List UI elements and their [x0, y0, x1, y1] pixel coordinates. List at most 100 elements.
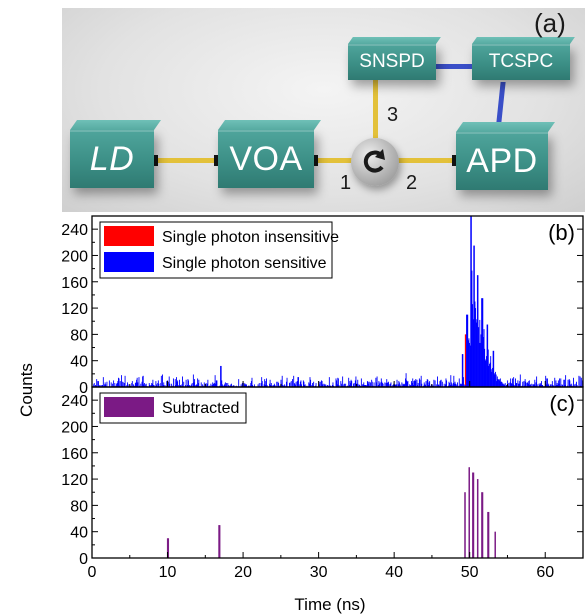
histogram-bar — [538, 383, 540, 387]
histogram-bar — [362, 384, 364, 387]
histogram-bar — [488, 365, 490, 387]
histogram-bar — [424, 384, 426, 387]
histogram-bar — [428, 385, 429, 387]
histogram-bar — [473, 245, 475, 387]
histogram-bar — [405, 378, 406, 387]
histogram-bar — [535, 382, 537, 387]
histogram-bar — [324, 385, 326, 387]
histogram-bar — [138, 377, 140, 387]
histogram-bar — [376, 382, 377, 387]
circulator — [351, 138, 399, 186]
histogram-bar — [225, 385, 227, 387]
histogram-bar — [396, 379, 398, 387]
histogram-bar — [371, 381, 373, 387]
histogram-bar — [113, 380, 115, 387]
histogram-bar — [203, 382, 205, 387]
histogram-bar — [308, 383, 310, 387]
histogram-bar — [145, 383, 147, 387]
histogram-bar — [321, 380, 322, 387]
circulator-arrow-icon — [363, 149, 385, 173]
histogram-bar — [358, 384, 360, 387]
histogram-bar — [578, 375, 580, 387]
histogram-bar — [402, 383, 404, 387]
histogram-bar — [452, 385, 454, 387]
y-tick-label: 240 — [61, 222, 88, 239]
histogram-bar — [169, 383, 171, 387]
histogram-bar — [261, 377, 263, 387]
histogram-bar — [470, 216, 472, 387]
panel-label: (c) — [549, 391, 575, 416]
histogram-bar — [459, 385, 461, 387]
histogram-bar — [283, 385, 285, 387]
histogram-bar — [162, 374, 163, 387]
histogram-bar — [270, 385, 272, 387]
histogram-bar — [114, 383, 116, 387]
histogram-bar — [540, 384, 542, 387]
histogram-bar — [308, 382, 310, 387]
histogram-bar — [411, 383, 413, 387]
histogram-bar — [484, 348, 486, 387]
histogram-bar — [311, 385, 313, 387]
histogram-bar — [176, 377, 177, 387]
histogram-bar — [108, 380, 110, 387]
histogram-bar — [380, 378, 382, 387]
histogram-bar — [270, 383, 272, 387]
histogram-bar — [215, 383, 217, 387]
histogram-bar — [406, 380, 408, 387]
histogram-bar — [260, 383, 262, 387]
fiber-voa-circulator — [312, 158, 352, 163]
histogram-bar — [440, 379, 442, 387]
ld-box: LD — [70, 120, 162, 188]
histogram-bar — [369, 382, 371, 387]
histogram-bar — [450, 375, 452, 387]
histogram-bar — [424, 385, 426, 387]
histogram-bar — [168, 376, 170, 387]
histogram-bar — [232, 385, 234, 387]
histogram-bar — [219, 525, 221, 558]
histogram-bar — [536, 376, 538, 387]
histogram-bar — [229, 385, 231, 387]
histogram-bar — [373, 382, 375, 387]
histogram-bar — [167, 538, 169, 558]
histogram-bar — [524, 385, 525, 387]
histogram-bar — [557, 385, 559, 387]
histogram-bar — [580, 377, 582, 387]
x-tick-label: 0 — [88, 564, 97, 581]
histogram-bar — [301, 384, 302, 387]
histogram-bar — [345, 383, 347, 387]
histogram-bar — [372, 385, 374, 387]
x-tick-label: 10 — [159, 564, 177, 581]
histogram-bar — [551, 384, 553, 387]
y-tick-label: 0 — [79, 380, 88, 397]
histogram-bar — [417, 383, 419, 387]
histogram-bar — [392, 385, 394, 387]
histogram-bar — [110, 382, 112, 387]
histogram-bar — [381, 381, 383, 387]
histogram-bar — [218, 525, 220, 558]
histogram-bar — [563, 379, 565, 387]
histogram-bar — [195, 385, 197, 387]
histogram-bar — [421, 383, 423, 387]
histogram-bar — [105, 384, 107, 387]
histogram-bar — [284, 384, 286, 387]
histogram-bar — [368, 383, 370, 387]
histogram-bar — [511, 378, 513, 387]
histogram-bar — [476, 275, 478, 387]
histogram-bar — [433, 379, 435, 387]
histogram-bar — [573, 377, 574, 387]
histogram-bar — [157, 380, 159, 387]
histogram-bar — [206, 385, 208, 387]
histogram-bar — [559, 378, 561, 387]
histogram-bar — [96, 381, 98, 387]
histogram-bar — [117, 381, 119, 387]
histogram-bar — [102, 377, 104, 387]
histogram-bar — [495, 374, 497, 387]
histogram-bar — [235, 385, 237, 387]
histogram-bar — [438, 385, 440, 387]
histogram-bar — [357, 379, 359, 387]
histogram-bar — [99, 385, 101, 387]
histogram-bar — [258, 383, 260, 387]
histogram-bar — [501, 382, 503, 387]
histogram-bar — [276, 381, 278, 387]
histogram-bar — [369, 385, 371, 387]
